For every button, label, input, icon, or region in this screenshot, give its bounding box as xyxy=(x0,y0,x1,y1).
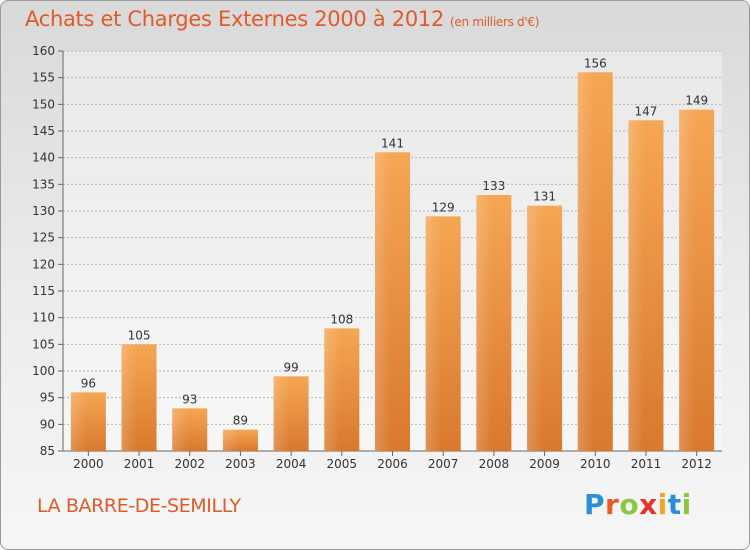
bar-value-label: 141 xyxy=(381,136,404,150)
logo-letter: P xyxy=(584,488,606,521)
bar-value-label: 105 xyxy=(128,328,151,342)
chart-title: Achats et Charges Externes 2000 à 2012 (e… xyxy=(25,7,540,31)
x-tick-label: 2009 xyxy=(529,457,560,471)
logo-letter: x xyxy=(639,488,658,521)
bar-highlight xyxy=(324,328,341,451)
y-tick-label: 125 xyxy=(32,231,55,245)
logo-letter: r xyxy=(605,488,620,521)
bar-highlight xyxy=(273,376,290,451)
logo-letter: t xyxy=(667,488,682,521)
bar-value-label: 156 xyxy=(584,56,607,70)
bar-value-label: 149 xyxy=(685,94,708,108)
bar-highlight xyxy=(375,152,391,452)
y-tick-label: 120 xyxy=(32,257,55,271)
x-tick-label: 2005 xyxy=(327,457,358,471)
x-tick-label: 2002 xyxy=(174,457,205,471)
y-tick-label: 100 xyxy=(32,364,55,378)
bar-highlight xyxy=(222,429,239,451)
bar-highlight xyxy=(121,344,138,451)
y-tick-label: 130 xyxy=(32,204,55,218)
logo-letter: i xyxy=(657,488,668,521)
bar-highlight xyxy=(425,216,442,451)
chart-subtitle: (en milliers d'€) xyxy=(450,15,540,29)
y-tick-label: 90 xyxy=(40,417,55,431)
x-tick-label: 2010 xyxy=(580,457,611,471)
bar-value-label: 89 xyxy=(233,414,248,428)
bar-value-label: 93 xyxy=(182,392,197,406)
proxiti-logo: Proxiti xyxy=(584,488,692,521)
y-tick-label: 85 xyxy=(40,444,55,458)
bar-value-label: 99 xyxy=(283,360,298,374)
y-tick-label: 95 xyxy=(40,391,55,405)
y-tick-label: 115 xyxy=(32,284,55,298)
bar-highlight xyxy=(70,392,87,451)
x-tick-label: 2008 xyxy=(479,457,510,471)
bar-value-label: 129 xyxy=(432,200,455,214)
bar-value-label: 108 xyxy=(330,312,353,326)
x-tick-label: 2011 xyxy=(631,457,662,471)
bar-highlight xyxy=(679,109,695,452)
x-tick-label: 2004 xyxy=(276,457,307,471)
y-tick-label: 160 xyxy=(32,44,55,58)
bar-value-label: 131 xyxy=(533,190,556,204)
y-tick-label: 135 xyxy=(32,177,55,191)
x-tick-label: 2006 xyxy=(377,457,408,471)
x-tick-label: 2000 xyxy=(73,457,104,471)
y-tick-label: 155 xyxy=(32,71,55,85)
logo-letter: o xyxy=(619,488,640,521)
bar-highlight xyxy=(172,408,188,451)
x-tick-label: 2007 xyxy=(428,457,459,471)
bar-highlight xyxy=(577,72,594,451)
bar-value-label: 133 xyxy=(482,179,505,193)
logo-letter: i xyxy=(681,488,692,521)
bar-value-label: 147 xyxy=(635,104,658,118)
y-tick-label: 150 xyxy=(32,97,55,111)
bar-highlight xyxy=(628,120,645,451)
bar-highlight xyxy=(527,205,543,451)
x-tick-label: 2003 xyxy=(225,457,256,471)
bar-value-label: 96 xyxy=(81,376,96,390)
y-tick-label: 110 xyxy=(32,311,55,325)
y-tick-label: 140 xyxy=(32,151,55,165)
city-name: LA BARRE-DE-SEMILLY xyxy=(37,495,241,517)
bar-highlight xyxy=(476,195,493,451)
x-tick-label: 2012 xyxy=(681,457,712,471)
y-tick-label: 145 xyxy=(32,124,55,138)
y-tick-label: 105 xyxy=(32,337,55,351)
x-tick-label: 2001 xyxy=(124,457,155,471)
